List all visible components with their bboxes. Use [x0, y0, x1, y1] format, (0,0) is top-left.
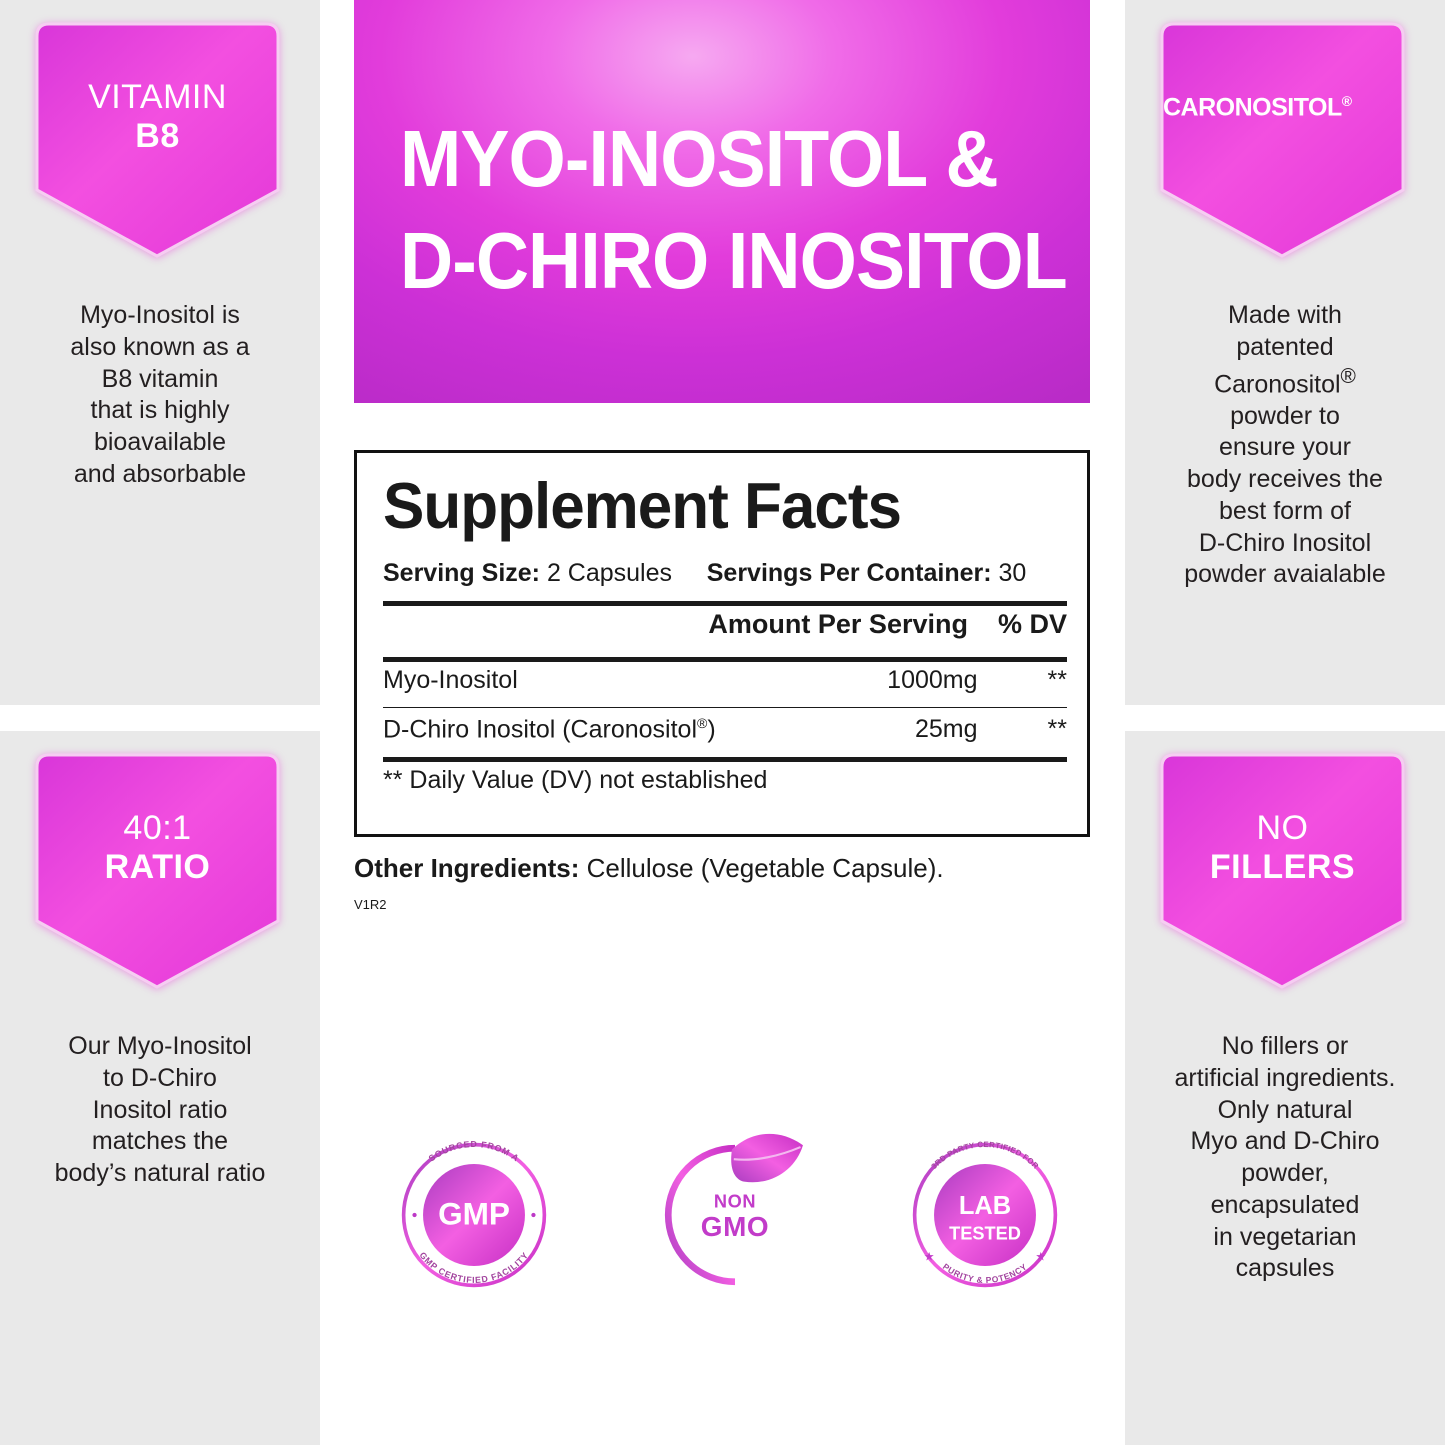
svg-text:★: ★ — [1035, 1250, 1046, 1264]
svg-text:LAB: LAB — [959, 1192, 1011, 1220]
svg-text:GMP: GMP — [438, 1196, 510, 1232]
svg-text:TESTED: TESTED — [949, 1223, 1021, 1243]
svg-text:GMO: GMO — [701, 1211, 769, 1242]
svg-text:★: ★ — [924, 1250, 935, 1264]
svg-text:NON: NON — [714, 1192, 756, 1212]
svg-text:SOURCED FROM A: SOURCED FROM A — [427, 1139, 521, 1163]
